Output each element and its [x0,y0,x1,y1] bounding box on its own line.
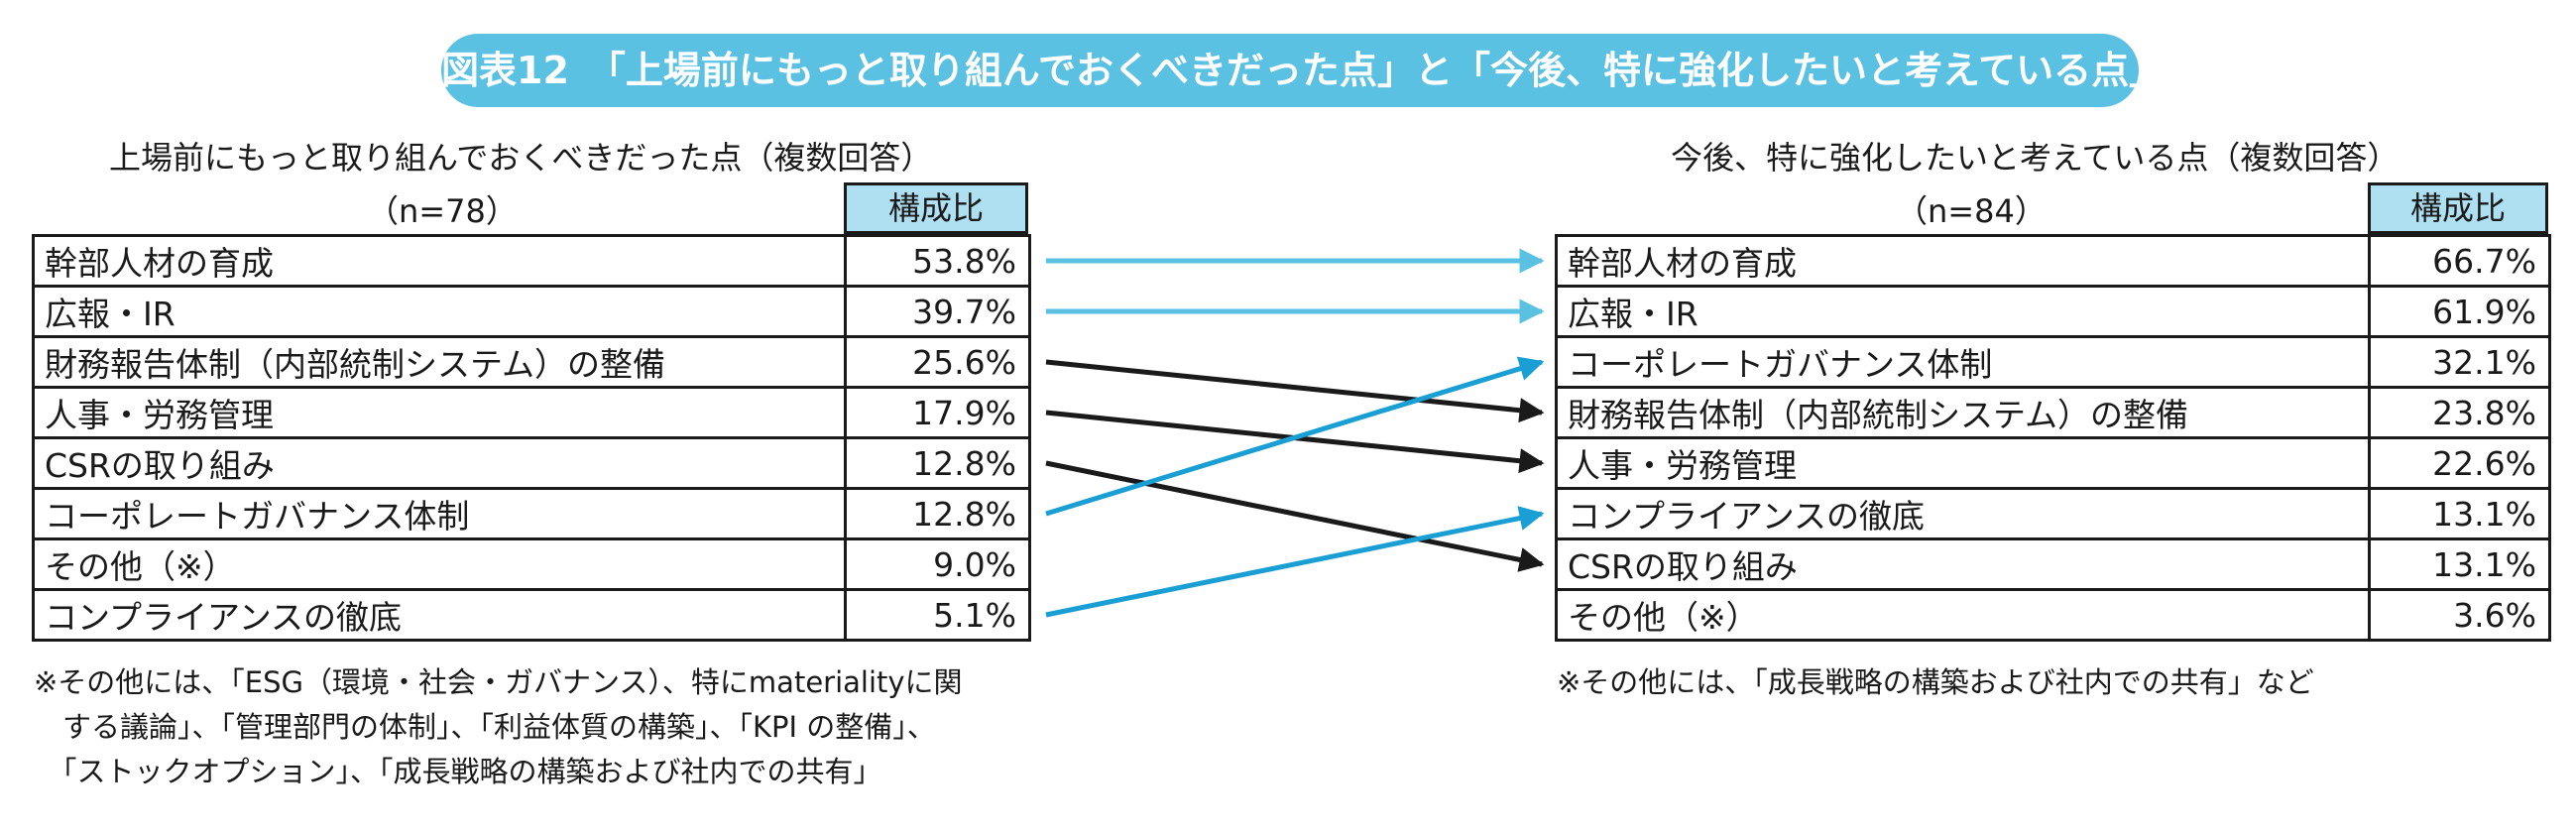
connector-arrow [1045,356,1545,517]
right-row-label: 幹部人材の育成 [1555,234,2371,288]
right-panel-n: （n=84） [1896,192,2047,230]
left-row-value: 53.8% [844,234,1031,288]
left-table-row: 広報・IR 39.7% [32,285,1031,338]
left-footnote: ※その他には、「ESG（環境・社会・ガバナンス）、特にmaterialityに関… [34,660,963,794]
left-panel-n: （n=78） [367,192,518,230]
left-table-row: CSRの取り組み 12.8% [32,436,1031,490]
right-table-row: 広報・IR 61.9% [1555,285,2551,338]
left-table-row: コンプライアンスの徹底 5.1% [32,588,1031,642]
left-row-value: 9.0% [844,537,1031,591]
right-row-value: 3.6% [2368,588,2551,642]
right-table-row: コーポレートガバナンス体制 32.1% [1555,335,2551,389]
connector-arrow [1045,359,1545,423]
right-row-value: 61.9% [2368,285,2551,338]
left-table: 幹部人材の育成 53.8% 広報・IR 39.7% 財務報告体制（内部統制システム）の整… [32,234,1031,642]
left-table-row: 幹部人材の育成 53.8% [32,234,1031,288]
left-row-value: 39.7% [844,285,1031,338]
right-table-row: その他（※） 3.6% [1555,588,2551,642]
right-row-value: 22.6% [2368,436,2551,490]
right-panel-title: 今後、特に強化したいと考えている点（複数回答） [1671,139,2400,177]
left-row-label: CSRの取り組み [32,436,847,490]
left-row-label: 広報・IR [32,285,847,338]
left-panel-title: 上場前にもっと取り組んでおくべきだった点（複数回答） [109,139,933,177]
right-footnote-line: ※その他には、「成長戦略の構築および社内での共有」など [1557,665,2314,699]
right-row-value: 32.1% [2368,335,2551,389]
left-footnote-line: する議論」、「管理部門の体制」、「利益体質の構築」、「KPI の整備」、 [34,710,936,744]
right-row-label: 財務報告体制（内部統制システム）の整備 [1555,386,2371,439]
left-row-label: 財務報告体制（内部統制システム）の整備 [32,335,847,389]
figure-title-banner: 図表12 「上場前にもっと取り組んでおくべきだった点」と「今後、特に強化したいと… [441,34,2166,107]
right-row-value: 13.1% [2368,537,2551,591]
right-table-row: CSRの取り組み 13.1% [1555,537,2551,591]
left-row-label: 人事・労務管理 [32,386,847,439]
left-row-label: コンプライアンスの徹底 [32,588,847,642]
right-row-label: コーポレートガバナンス体制 [1555,335,2371,389]
connector-arrow [1045,506,1545,618]
left-row-label: その他（※） [32,537,847,591]
left-table-row: 人事・労務管理 17.9% [32,386,1031,439]
right-table: 幹部人材の育成 66.7% 広報・IR 61.9% コーポレートガバナンス体制 32.1%… [1555,234,2551,642]
connector-arrow [1045,460,1545,572]
left-footnote-line: 「ストックオプション」、「成長戦略の構築および社内での共有」 [34,755,882,788]
left-row-value: 12.8% [844,436,1031,490]
right-column-header: 構成比 [2368,182,2548,234]
left-row-label: コーポレートガバナンス体制 [32,487,847,540]
left-row-value: 12.8% [844,487,1031,540]
right-row-label: 広報・IR [1555,285,2371,338]
right-row-value: 13.1% [2368,487,2551,540]
right-row-label: 人事・労務管理 [1555,436,2371,490]
right-table-row: 幹部人材の育成 66.7% [1555,234,2551,288]
right-row-value: 23.8% [2368,386,2551,439]
right-table-row: コンプライアンスの徹底 13.1% [1555,487,2551,540]
right-table-row: 財務報告体制（内部統制システム）の整備 23.8% [1555,386,2551,439]
left-footnote-line: ※その他には、「ESG（環境・社会・ガバナンス）、特にmaterialityに関 [34,665,963,699]
right-row-value: 66.7% [2368,234,2551,288]
left-row-value: 17.9% [844,386,1031,439]
left-table-row: その他（※） 9.0% [32,537,1031,591]
right-row-label: CSRの取り組み [1555,537,2371,591]
left-table-row: コーポレートガバナンス体制 12.8% [32,487,1031,540]
right-footnote: ※その他には、「成長戦略の構築および社内での共有」など [1557,660,2314,705]
right-row-label: コンプライアンスの徹底 [1555,487,2371,540]
left-row-value: 5.1% [844,588,1031,642]
left-column-header: 構成比 [844,182,1028,234]
left-row-label: 幹部人材の育成 [32,234,847,288]
left-table-row: 財務報告体制（内部統制システム）の整備 25.6% [32,335,1031,389]
left-row-value: 25.6% [844,335,1031,389]
right-table-row: 人事・労務管理 22.6% [1555,436,2551,490]
right-row-label: その他（※） [1555,588,2371,642]
